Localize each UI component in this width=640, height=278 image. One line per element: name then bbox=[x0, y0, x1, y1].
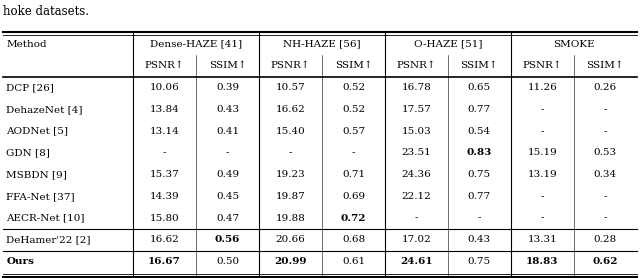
Text: 0.72: 0.72 bbox=[340, 214, 366, 223]
Text: -: - bbox=[415, 214, 418, 223]
Text: Dense-HAZE [41]: Dense-HAZE [41] bbox=[150, 40, 242, 49]
Text: 0.77: 0.77 bbox=[468, 105, 491, 114]
Text: 14.39: 14.39 bbox=[150, 192, 179, 201]
Text: 13.31: 13.31 bbox=[527, 235, 557, 244]
Text: 16.67: 16.67 bbox=[148, 257, 181, 266]
Text: DCP [26]: DCP [26] bbox=[6, 83, 54, 92]
Text: 20.66: 20.66 bbox=[276, 235, 305, 244]
Text: 11.26: 11.26 bbox=[527, 83, 557, 92]
Text: -: - bbox=[604, 214, 607, 223]
Text: 0.61: 0.61 bbox=[342, 257, 365, 266]
Text: SSIM↑: SSIM↑ bbox=[586, 61, 624, 70]
Text: 13.19: 13.19 bbox=[527, 170, 557, 179]
Text: NH-HAZE [56]: NH-HAZE [56] bbox=[283, 40, 361, 49]
Text: 18.83: 18.83 bbox=[526, 257, 559, 266]
Text: 0.28: 0.28 bbox=[594, 235, 617, 244]
Text: Method: Method bbox=[6, 40, 47, 49]
Text: 20.99: 20.99 bbox=[275, 257, 307, 266]
Text: 0.75: 0.75 bbox=[468, 170, 491, 179]
Text: 0.69: 0.69 bbox=[342, 192, 365, 201]
Text: 0.47: 0.47 bbox=[216, 214, 239, 223]
Text: 0.43: 0.43 bbox=[468, 235, 491, 244]
Text: 16.62: 16.62 bbox=[150, 235, 179, 244]
Text: Ours: Ours bbox=[6, 257, 35, 266]
Text: -: - bbox=[541, 214, 544, 223]
Text: 19.87: 19.87 bbox=[276, 192, 305, 201]
Text: 17.02: 17.02 bbox=[401, 235, 431, 244]
Text: -: - bbox=[604, 192, 607, 201]
Text: GDN [8]: GDN [8] bbox=[6, 148, 51, 157]
Text: -: - bbox=[541, 127, 544, 136]
Text: AODNet [5]: AODNet [5] bbox=[6, 127, 68, 136]
Text: 0.75: 0.75 bbox=[468, 257, 491, 266]
Text: 19.23: 19.23 bbox=[276, 170, 305, 179]
Text: AECR-Net [10]: AECR-Net [10] bbox=[6, 214, 85, 223]
Text: -: - bbox=[289, 148, 292, 157]
Text: DeHamer'22 [2]: DeHamer'22 [2] bbox=[6, 235, 91, 244]
Text: SSIM↑: SSIM↑ bbox=[209, 61, 246, 70]
Text: -: - bbox=[477, 214, 481, 223]
Text: 0.68: 0.68 bbox=[342, 235, 365, 244]
Text: 13.84: 13.84 bbox=[150, 105, 179, 114]
Text: 0.43: 0.43 bbox=[216, 105, 239, 114]
Text: 16.62: 16.62 bbox=[276, 105, 305, 114]
Text: 16.78: 16.78 bbox=[401, 83, 431, 92]
Text: 0.39: 0.39 bbox=[216, 83, 239, 92]
Text: SMOKE: SMOKE bbox=[553, 40, 595, 49]
Text: -: - bbox=[604, 105, 607, 114]
Text: 10.06: 10.06 bbox=[150, 83, 179, 92]
Text: 17.57: 17.57 bbox=[401, 105, 431, 114]
Text: hoke datasets.: hoke datasets. bbox=[3, 5, 89, 18]
Text: 13.14: 13.14 bbox=[150, 127, 179, 136]
Text: FFA-Net [37]: FFA-Net [37] bbox=[6, 192, 75, 201]
Text: 15.03: 15.03 bbox=[401, 127, 431, 136]
Text: 0.26: 0.26 bbox=[594, 83, 617, 92]
Text: 0.56: 0.56 bbox=[215, 235, 240, 244]
Text: 15.80: 15.80 bbox=[150, 214, 179, 223]
Text: 24.61: 24.61 bbox=[400, 257, 433, 266]
Text: SSIM↑: SSIM↑ bbox=[461, 61, 498, 70]
Text: DehazeNet [4]: DehazeNet [4] bbox=[6, 105, 83, 114]
Text: PSNR↑: PSNR↑ bbox=[145, 61, 184, 70]
Text: -: - bbox=[163, 148, 166, 157]
Text: 15.40: 15.40 bbox=[276, 127, 305, 136]
Text: 0.52: 0.52 bbox=[342, 83, 365, 92]
Text: PSNR↑: PSNR↑ bbox=[522, 61, 562, 70]
Text: PSNR↑: PSNR↑ bbox=[397, 61, 436, 70]
Text: O-HAZE [51]: O-HAZE [51] bbox=[413, 40, 482, 49]
Text: -: - bbox=[541, 105, 544, 114]
Text: 0.77: 0.77 bbox=[468, 192, 491, 201]
Text: 0.53: 0.53 bbox=[594, 148, 617, 157]
Text: 0.49: 0.49 bbox=[216, 170, 239, 179]
Text: SSIM↑: SSIM↑ bbox=[335, 61, 372, 70]
Text: -: - bbox=[226, 148, 229, 157]
Text: 0.41: 0.41 bbox=[216, 127, 239, 136]
Text: 19.88: 19.88 bbox=[276, 214, 305, 223]
Text: 0.50: 0.50 bbox=[216, 257, 239, 266]
Text: 0.34: 0.34 bbox=[594, 170, 617, 179]
Text: 0.45: 0.45 bbox=[216, 192, 239, 201]
Text: 0.71: 0.71 bbox=[342, 170, 365, 179]
Text: 0.83: 0.83 bbox=[467, 148, 492, 157]
Text: MSBDN [9]: MSBDN [9] bbox=[6, 170, 67, 179]
Text: 0.62: 0.62 bbox=[593, 257, 618, 266]
Text: 0.65: 0.65 bbox=[468, 83, 491, 92]
Text: -: - bbox=[541, 192, 544, 201]
Text: 0.52: 0.52 bbox=[342, 105, 365, 114]
Text: 23.51: 23.51 bbox=[401, 148, 431, 157]
Text: PSNR↑: PSNR↑ bbox=[271, 61, 310, 70]
Text: 24.36: 24.36 bbox=[401, 170, 431, 179]
Text: 10.57: 10.57 bbox=[276, 83, 305, 92]
Text: 15.19: 15.19 bbox=[527, 148, 557, 157]
Text: -: - bbox=[352, 148, 355, 157]
Text: -: - bbox=[604, 127, 607, 136]
Text: 0.54: 0.54 bbox=[468, 127, 491, 136]
Text: 15.37: 15.37 bbox=[150, 170, 179, 179]
Text: 0.57: 0.57 bbox=[342, 127, 365, 136]
Text: 22.12: 22.12 bbox=[401, 192, 431, 201]
